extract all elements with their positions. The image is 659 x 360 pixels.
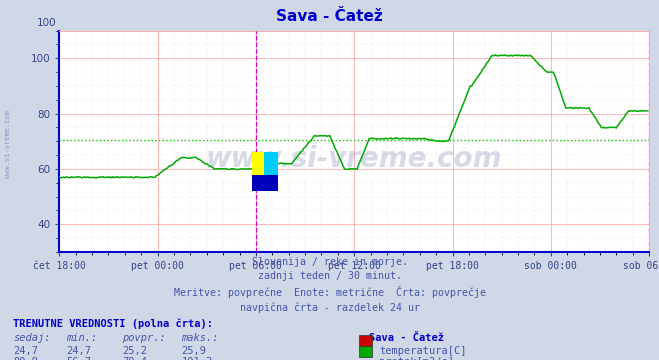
Bar: [252, 175, 277, 191]
Text: maks.:: maks.:: [181, 333, 219, 343]
Text: www.si-vreme.com: www.si-vreme.com: [5, 110, 11, 178]
Text: www.si-vreme.com: www.si-vreme.com: [206, 145, 502, 173]
Text: 101,3: 101,3: [181, 357, 212, 360]
Text: 100: 100: [37, 18, 57, 28]
Text: sedaj:: sedaj:: [13, 333, 51, 343]
Text: pretok[m3/s]: pretok[m3/s]: [379, 357, 454, 360]
Text: 24,7: 24,7: [13, 346, 38, 356]
Text: Sava - Čatež: Sava - Čatež: [276, 9, 383, 24]
Text: TRENUTNE VREDNOSTI (polna črta):: TRENUTNE VREDNOSTI (polna črta):: [13, 319, 213, 329]
Text: 25,2: 25,2: [122, 346, 147, 356]
Bar: [264, 152, 277, 180]
Text: 24,7: 24,7: [66, 346, 91, 356]
Text: 25,9: 25,9: [181, 346, 206, 356]
Text: 70,4: 70,4: [122, 357, 147, 360]
Text: povpr.:: povpr.:: [122, 333, 165, 343]
Text: Slovenija / reke in morje.
zadnji teden / 30 minut.
Meritve: povprečne  Enote: m: Slovenija / reke in morje. zadnji teden …: [173, 257, 486, 313]
Text: temperatura[C]: temperatura[C]: [379, 346, 467, 356]
Text: 56,7: 56,7: [66, 357, 91, 360]
Text: Sava - Čatež: Sava - Čatež: [369, 333, 444, 343]
Text: min.:: min.:: [66, 333, 97, 343]
Bar: [252, 152, 266, 180]
Text: 80,9: 80,9: [13, 357, 38, 360]
